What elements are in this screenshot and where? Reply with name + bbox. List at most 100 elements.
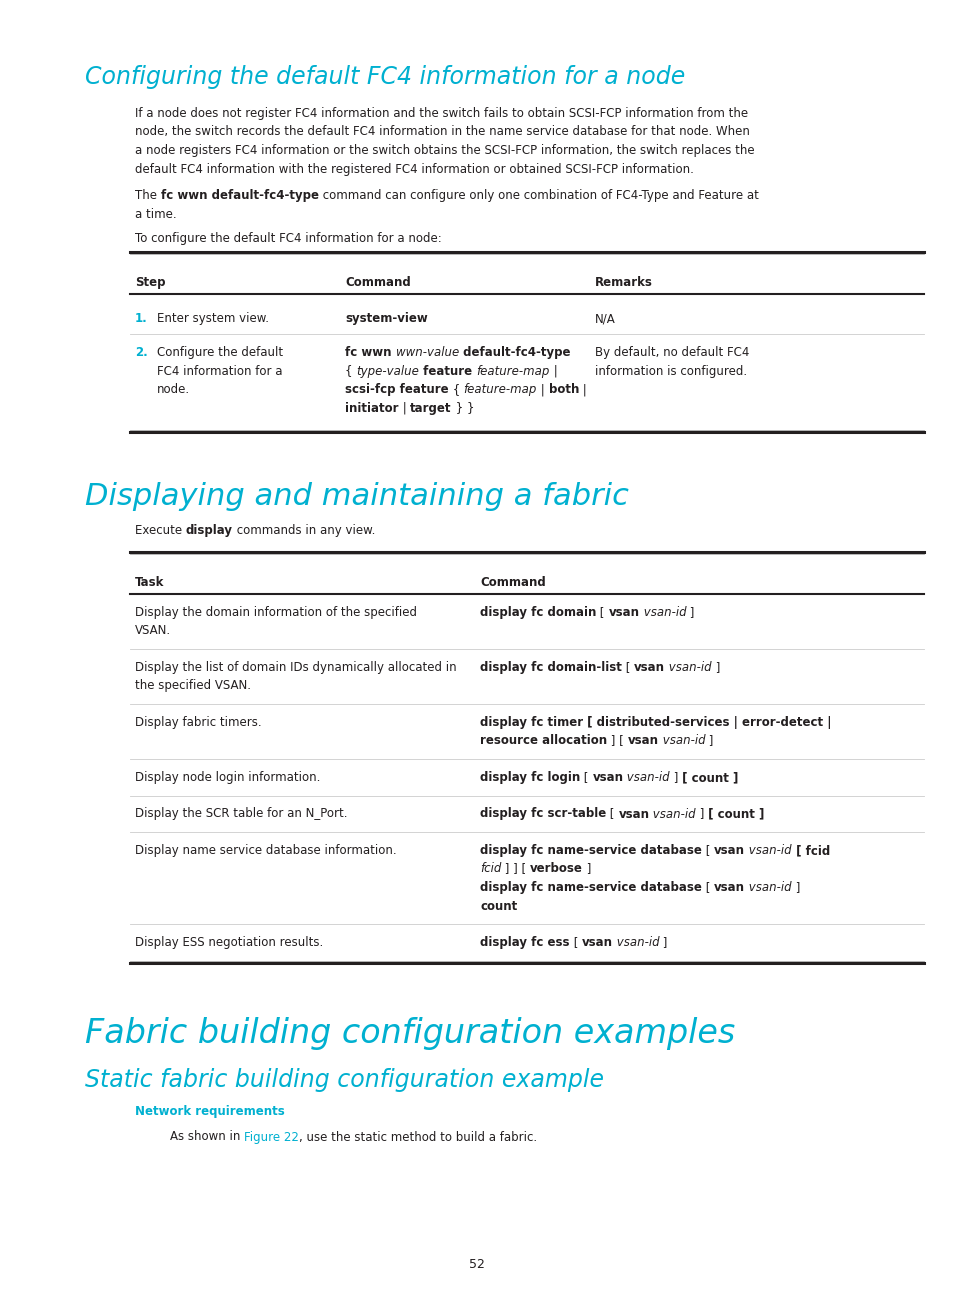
Text: VSAN.: VSAN. [135, 625, 171, 638]
Text: 1.: 1. [135, 312, 148, 325]
Text: , use the static method to build a fabric.: , use the static method to build a fabri… [298, 1130, 537, 1143]
Text: display fc domain-list: display fc domain-list [479, 661, 621, 674]
Text: display fc name-service database: display fc name-service database [479, 844, 701, 857]
Text: 52: 52 [469, 1258, 484, 1271]
Text: verbose: verbose [530, 863, 582, 876]
Text: resource allocation: resource allocation [479, 735, 606, 748]
Text: command can configure only one combination of FC4-Type and Feature at: command can configure only one combinati… [318, 189, 758, 202]
Text: ] ] [: ] ] [ [501, 863, 530, 876]
Text: vsan-id: vsan-id [658, 735, 704, 748]
Text: display fc name-service database: display fc name-service database [479, 881, 701, 894]
Text: a time.: a time. [135, 207, 176, 220]
Text: wwn-value: wwn-value [395, 346, 458, 359]
Text: fc wwn default-fc4-type: fc wwn default-fc4-type [161, 189, 318, 202]
Text: vsan: vsan [713, 844, 744, 857]
Text: FC4 information for a: FC4 information for a [157, 364, 282, 377]
Text: Display name service database information.: Display name service database informatio… [135, 844, 396, 857]
Text: Display the list of domain IDs dynamically allocated in: Display the list of domain IDs dynamical… [135, 661, 456, 674]
Text: ]: ] [685, 607, 694, 619]
Text: default FC4 information with the registered FC4 information or obtained SCSI-FCP: default FC4 information with the registe… [135, 162, 693, 175]
Text: {: { [448, 384, 463, 397]
Text: ]: ] [582, 863, 591, 876]
Text: |: | [578, 384, 586, 397]
Text: ]: ] [711, 661, 720, 674]
Text: The: The [135, 189, 161, 202]
Text: Network requirements: Network requirements [135, 1105, 284, 1118]
Text: fcid: fcid [479, 863, 501, 876]
Text: Displaying and maintaining a fabric: Displaying and maintaining a fabric [85, 482, 628, 511]
Text: Configuring the default FC4 information for a node: Configuring the default FC4 information … [85, 65, 684, 89]
Text: Display ESS negotiation results.: Display ESS negotiation results. [135, 936, 323, 949]
Text: system-view: system-view [345, 312, 427, 325]
Text: node.: node. [157, 384, 190, 397]
Text: vsan: vsan [713, 881, 744, 894]
Text: If a node does not register FC4 information and the switch fails to obtain SCSI-: If a node does not register FC4 informat… [135, 108, 747, 121]
Text: commands in any view.: commands in any view. [233, 524, 375, 537]
Text: |: | [398, 402, 410, 415]
Text: vsan: vsan [634, 661, 664, 674]
Text: vsan: vsan [627, 735, 658, 748]
Text: As shown in: As shown in [170, 1130, 244, 1143]
Text: Display node login information.: Display node login information. [135, 771, 320, 784]
Text: display: display [186, 524, 233, 537]
Text: By default, no default FC4: By default, no default FC4 [595, 346, 749, 359]
Text: [: [ [579, 771, 592, 784]
Text: display fc scr-table: display fc scr-table [479, 807, 605, 820]
Text: |: | [549, 364, 557, 377]
Text: Display the domain information of the specified: Display the domain information of the sp… [135, 607, 416, 619]
Text: vsan: vsan [608, 607, 639, 619]
Text: ]: ] [669, 771, 678, 784]
Text: [: [ [605, 807, 618, 820]
Text: count: count [479, 899, 517, 912]
Text: initiator: initiator [345, 402, 398, 415]
Text: vsan-id: vsan-id [744, 881, 791, 894]
Text: Remarks: Remarks [595, 276, 652, 289]
Text: Task: Task [135, 575, 164, 588]
Text: Display the SCR table for an N_Port.: Display the SCR table for an N_Port. [135, 807, 347, 820]
Text: both: both [548, 384, 578, 397]
Text: Display fabric timers.: Display fabric timers. [135, 715, 261, 728]
Text: [ fcid: [ fcid [791, 844, 829, 857]
Text: display fc domain: display fc domain [479, 607, 596, 619]
Text: vsan: vsan [618, 807, 649, 820]
Text: [: [ [596, 607, 608, 619]
Text: Static fabric building configuration example: Static fabric building configuration exa… [85, 1068, 603, 1091]
Text: vsan-id: vsan-id [639, 607, 685, 619]
Text: vsan-id: vsan-id [612, 936, 659, 949]
Text: [: [ [621, 661, 634, 674]
Text: ] [: ] [ [606, 735, 627, 748]
Text: feature-map: feature-map [476, 364, 549, 377]
Text: the specified VSAN.: the specified VSAN. [135, 679, 251, 692]
Text: vsan: vsan [581, 936, 612, 949]
Text: } }: } } [451, 402, 474, 415]
Text: vsan-id: vsan-id [664, 661, 711, 674]
Text: 2.: 2. [135, 346, 148, 359]
Text: node, the switch records the default FC4 information in the name service databas: node, the switch records the default FC4… [135, 126, 749, 139]
Text: Command: Command [479, 575, 545, 588]
Text: information is configured.: information is configured. [595, 364, 746, 377]
Text: default-fc4-type: default-fc4-type [458, 346, 570, 359]
Text: display fc ess: display fc ess [479, 936, 569, 949]
Text: [ distributed-services | error-detect |: [ distributed-services | error-detect | [582, 715, 831, 728]
Text: scsi-fcp feature: scsi-fcp feature [345, 384, 448, 397]
Text: vsan-id: vsan-id [649, 807, 696, 820]
Text: Enter system view.: Enter system view. [157, 312, 269, 325]
Text: vsan: vsan [592, 771, 622, 784]
Text: Step: Step [135, 276, 165, 289]
Text: |: | [537, 384, 548, 397]
Text: [ count ]: [ count ] [703, 807, 764, 820]
Text: a node registers FC4 information or the switch obtains the SCSI-FCP information,: a node registers FC4 information or the … [135, 144, 754, 157]
Text: vsan-id: vsan-id [622, 771, 669, 784]
Text: {: { [345, 364, 355, 377]
Text: To configure the default FC4 information for a node:: To configure the default FC4 information… [135, 232, 441, 245]
Text: Execute: Execute [135, 524, 186, 537]
Text: ]: ] [704, 735, 713, 748]
Text: [ count ]: [ count ] [678, 771, 738, 784]
Text: N/A: N/A [595, 312, 615, 325]
Text: Configure the default: Configure the default [157, 346, 283, 359]
Text: display fc login: display fc login [479, 771, 579, 784]
Text: type-value: type-value [355, 364, 418, 377]
Text: Command: Command [345, 276, 411, 289]
Text: Fabric building configuration examples: Fabric building configuration examples [85, 1017, 735, 1051]
Text: feature-map: feature-map [463, 384, 537, 397]
